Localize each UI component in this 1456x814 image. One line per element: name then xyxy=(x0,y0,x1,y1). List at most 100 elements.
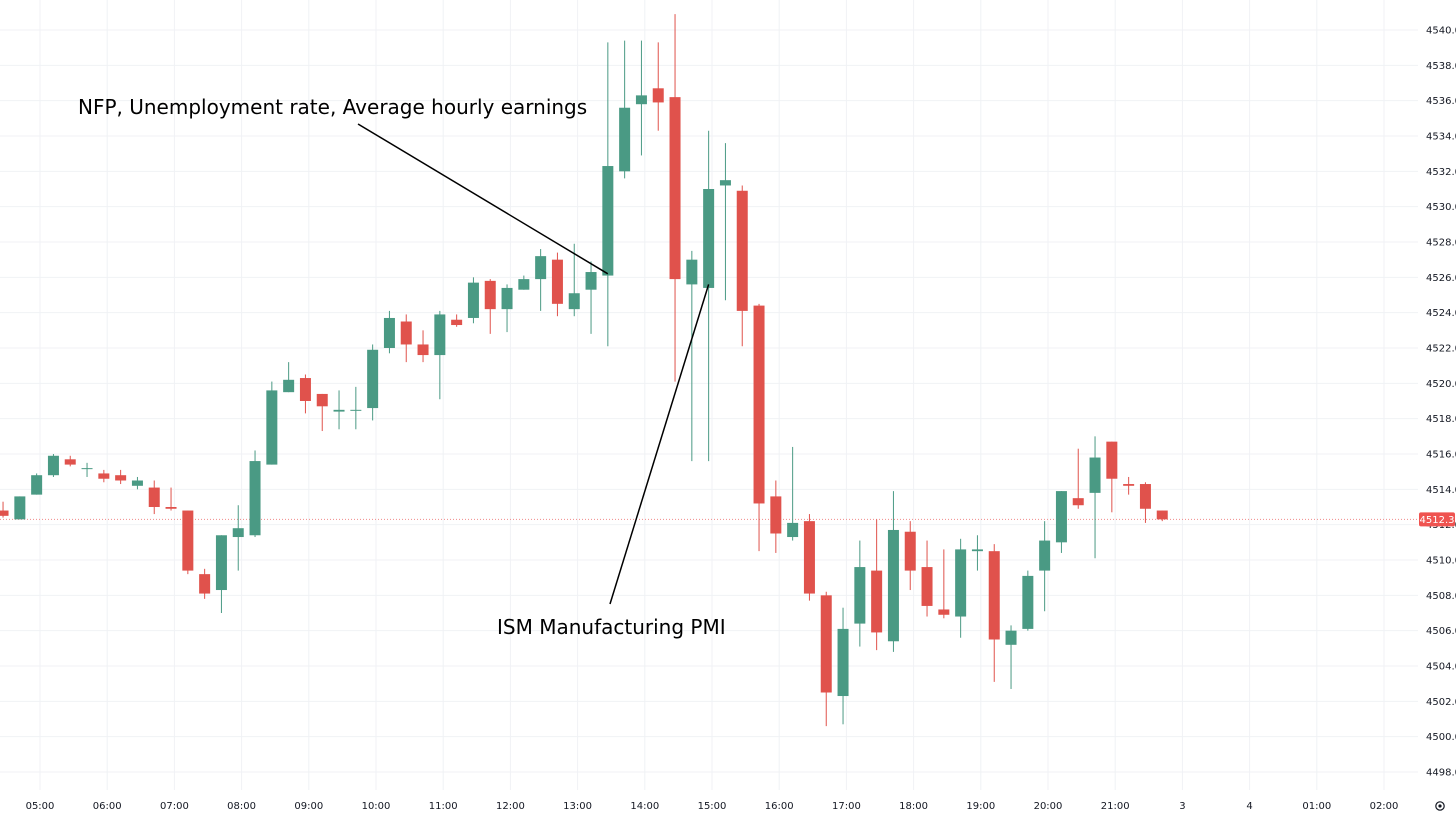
candle-bearish xyxy=(1156,510,1168,522)
candle-body xyxy=(686,259,698,285)
candle-body xyxy=(652,88,664,103)
y-tick-label: 4502.0 xyxy=(1426,697,1456,708)
candle-body xyxy=(585,272,597,290)
candle-bullish xyxy=(81,462,93,477)
candle-bullish xyxy=(333,390,345,430)
candle-body xyxy=(938,609,950,615)
y-tick-label: 4524.0 xyxy=(1426,308,1456,319)
candle-body xyxy=(1039,540,1051,571)
x-tick-label: 20:00 xyxy=(1034,801,1063,812)
candle-bearish xyxy=(736,185,748,347)
gear-icon[interactable] xyxy=(1435,801,1445,811)
x-tick-label: 09:00 xyxy=(294,801,323,812)
candle-body xyxy=(232,528,244,538)
candle-body xyxy=(417,344,429,356)
candle-body xyxy=(501,287,513,310)
x-tick-label: 21:00 xyxy=(1101,801,1130,812)
candle-bullish xyxy=(501,284,513,333)
candle-bearish xyxy=(0,501,9,518)
candle-body xyxy=(803,521,815,594)
candle-body xyxy=(451,319,463,326)
annotation-nfp: NFP, Unemployment rate, Average hourly e… xyxy=(78,95,587,119)
candle-bearish xyxy=(1123,476,1135,495)
callout-line-ism xyxy=(609,284,710,605)
y-tick-label: 4518.0 xyxy=(1426,414,1456,425)
x-tick-label: 16:00 xyxy=(765,801,794,812)
candle-body xyxy=(1139,484,1151,509)
y-tick-label: 4520.0 xyxy=(1426,379,1456,390)
x-tick-label: 07:00 xyxy=(160,801,189,812)
candle-bearish xyxy=(148,480,160,515)
candle-body xyxy=(619,107,631,172)
candle-body xyxy=(14,496,26,520)
candle-body xyxy=(787,522,799,538)
candle-body xyxy=(182,510,194,571)
callout-line-nfp xyxy=(357,123,609,275)
candle-bullish xyxy=(14,496,26,520)
candle-body xyxy=(350,409,362,411)
candle-bearish xyxy=(1072,448,1084,509)
candle-body xyxy=(719,180,731,186)
candle-body xyxy=(299,378,311,401)
candle-bearish xyxy=(938,549,950,619)
price-badge-bg xyxy=(1419,512,1455,527)
candle-body xyxy=(283,379,295,393)
candle-body xyxy=(165,507,177,509)
candle-body xyxy=(131,480,143,486)
candle-bullish xyxy=(955,538,967,638)
y-tick-label: 4532.0 xyxy=(1426,167,1456,178)
candle-body xyxy=(383,317,395,348)
y-tick-label: 4516.0 xyxy=(1426,450,1456,461)
candle-body xyxy=(1005,630,1017,645)
x-tick-label: 13:00 xyxy=(563,801,592,812)
candle-body xyxy=(988,551,1000,640)
candle-body xyxy=(1123,484,1135,486)
candle-bearish xyxy=(921,540,933,617)
candle-bullish xyxy=(703,130,715,462)
x-tick-label: 4 xyxy=(1246,801,1252,812)
candle-body xyxy=(115,475,127,481)
candle-bullish xyxy=(854,540,866,647)
candle-body xyxy=(820,595,832,693)
candle-body xyxy=(904,531,916,571)
candle-bullish xyxy=(434,310,446,400)
candle-body xyxy=(199,574,211,594)
x-tick-label: 3 xyxy=(1179,801,1185,812)
candle-bullish xyxy=(635,40,647,156)
y-tick-label: 4536.0 xyxy=(1426,96,1456,107)
candle-bullish xyxy=(568,243,580,317)
candle-bearish xyxy=(299,374,311,414)
y-tick-label: 4538.0 xyxy=(1426,61,1456,72)
candle-body xyxy=(955,549,967,617)
candle-body xyxy=(81,468,93,470)
candle-bullish xyxy=(686,250,698,462)
x-tick-label: 01:00 xyxy=(1302,801,1331,812)
time-axis[interactable]: 05:00 06:00 07:00 08:00 09:00 10:00 11:00 12:00… xyxy=(26,801,1399,812)
x-tick-label: 12:00 xyxy=(496,801,525,812)
candle-bearish xyxy=(803,514,815,601)
x-tick-label: 15:00 xyxy=(698,801,727,812)
candle-bullish xyxy=(1089,436,1101,559)
candle-bullish xyxy=(585,261,597,334)
last-price-badge: 4512.3 xyxy=(1419,512,1455,527)
x-tick-label: 02:00 xyxy=(1370,801,1399,812)
candle-body xyxy=(0,510,9,516)
candle-body xyxy=(1022,575,1034,629)
candle-bullish xyxy=(1039,521,1051,612)
price-axis[interactable]: 4498.0 4500.0 4502.0 4504.0 4506.0 4508.0 4510… xyxy=(1426,26,1456,779)
x-tick-label: 19:00 xyxy=(966,801,995,812)
x-tick-label: 11:00 xyxy=(429,801,458,812)
candle-bullish xyxy=(535,249,547,311)
candle-bearish xyxy=(753,303,765,552)
candle-body xyxy=(266,390,278,465)
candle-bullish xyxy=(1055,491,1067,553)
candle-bullish xyxy=(837,607,849,725)
y-tick-label: 4510.0 xyxy=(1426,556,1456,567)
candle-body xyxy=(484,280,496,310)
y-tick-label: 4508.0 xyxy=(1426,591,1456,602)
candle-bearish xyxy=(165,487,177,511)
candle-body xyxy=(703,189,715,288)
candle-body xyxy=(568,293,580,310)
candle-bullish xyxy=(266,381,278,465)
